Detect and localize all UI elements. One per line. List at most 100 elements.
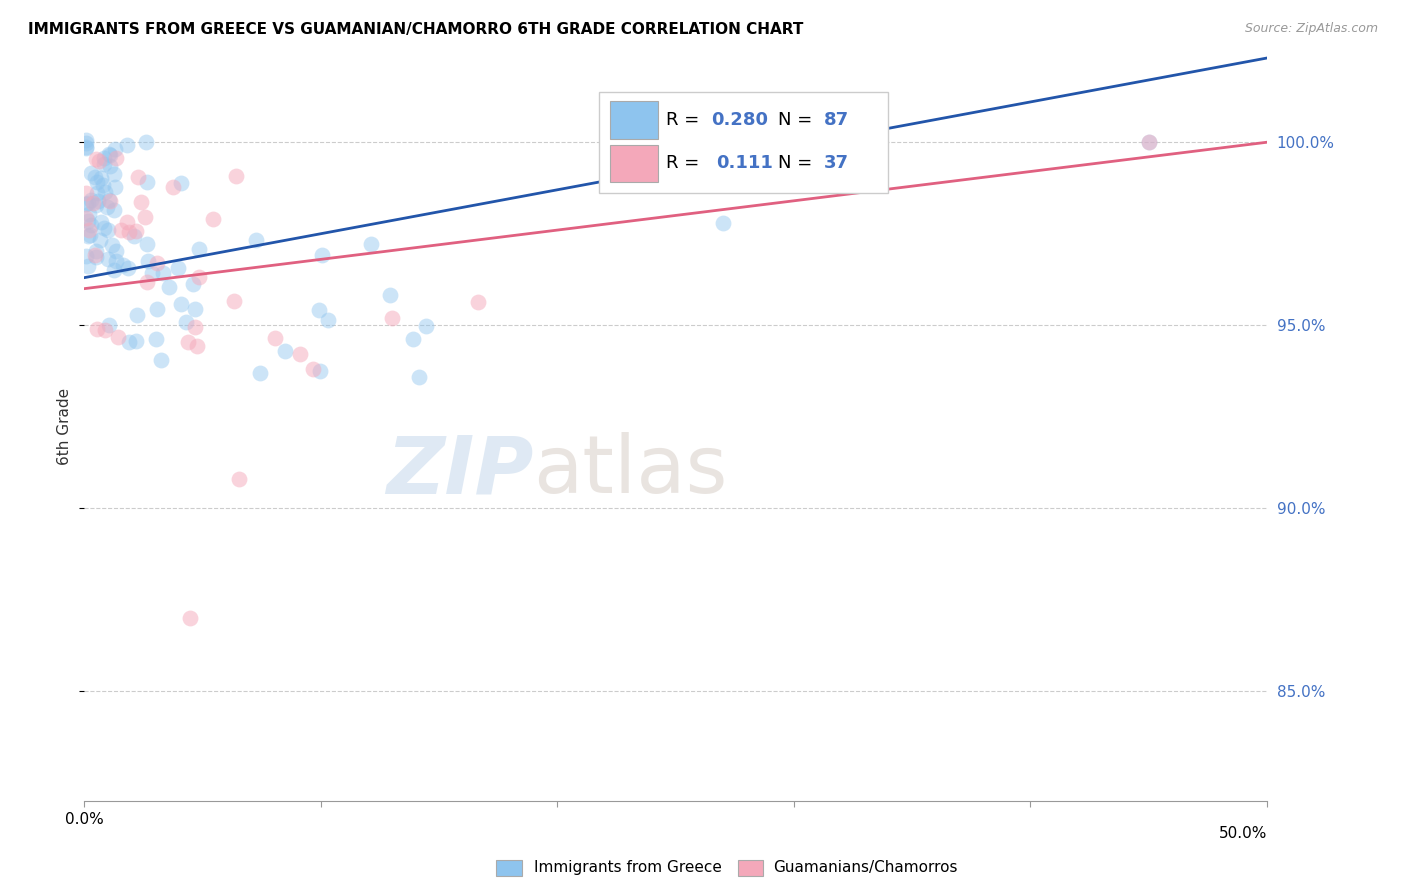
Point (222, 293, 245, 308)
Point (94, 185, 117, 199)
Point (136, 253, 159, 268)
Y-axis label: 6th Grade: 6th Grade (58, 387, 72, 465)
Point (360, 236, 382, 251)
Point (157, 280, 180, 294)
Point (104, 142, 127, 156)
Point (76, 260, 98, 274)
Text: 37: 37 (824, 154, 848, 172)
Point (183, 301, 205, 316)
Point (401, 332, 423, 346)
Point (101, 238, 124, 252)
Point (115, 215, 138, 229)
Point (127, 170, 149, 185)
Text: R =: R = (666, 154, 711, 172)
Point (274, 344, 297, 359)
Point (90, 170, 112, 185)
Point (201, 212, 224, 227)
Point (118, 225, 141, 239)
Text: 87: 87 (824, 112, 848, 129)
Text: N =: N = (779, 112, 818, 129)
Text: 0.111: 0.111 (716, 154, 773, 172)
Point (98, 318, 121, 332)
Point (75, 249, 97, 263)
Text: Guamanians/Chamorros: Guamanians/Chamorros (773, 860, 957, 874)
Point (89, 233, 111, 247)
Text: 50.0%: 50.0% (1219, 826, 1267, 841)
Text: atlas: atlas (533, 432, 728, 510)
Text: IMMIGRANTS FROM GREECE VS GUAMANIAN/CHAMORRO 6TH GRADE CORRELATION CHART: IMMIGRANTS FROM GREECE VS GUAMANIAN/CHAM… (28, 22, 803, 37)
Point (77, 207, 100, 221)
Point (75, 140, 97, 154)
Point (118, 334, 141, 349)
Point (75, 197, 97, 211)
Point (93, 178, 115, 193)
Point (170, 176, 193, 190)
Text: 0.280: 0.280 (711, 112, 768, 129)
Point (188, 269, 211, 284)
Point (75, 133, 97, 147)
Point (125, 308, 148, 322)
Point (86, 186, 108, 201)
Point (77, 223, 100, 237)
Point (97, 194, 120, 208)
Point (93, 221, 115, 235)
Point (83, 247, 105, 261)
Point (186, 338, 208, 352)
Point (98, 194, 121, 209)
Point (86, 322, 108, 336)
Point (104, 244, 127, 258)
Point (84, 169, 107, 184)
Point (225, 169, 247, 183)
Point (90, 215, 112, 229)
Point (84, 244, 107, 258)
Point (176, 335, 198, 350)
Point (301, 362, 323, 376)
Point (97, 223, 120, 237)
Text: Immigrants from Greece: Immigrants from Greece (534, 860, 723, 874)
Point (93, 152, 115, 166)
Point (122, 229, 145, 244)
Point (104, 180, 127, 194)
Point (1137, 135, 1160, 149)
Point (104, 152, 127, 166)
Point (117, 260, 139, 275)
Point (84, 250, 107, 264)
Point (378, 288, 401, 302)
Point (136, 236, 159, 251)
Point (1137, 135, 1160, 149)
Point (75, 136, 97, 150)
Point (80, 194, 103, 208)
Point (125, 334, 148, 348)
Point (87, 194, 110, 208)
Point (93, 157, 115, 171)
Point (135, 135, 157, 149)
Point (76, 213, 98, 227)
Point (77, 195, 100, 210)
Point (183, 320, 205, 334)
Point (75, 211, 97, 225)
Point (146, 302, 169, 317)
Point (467, 294, 489, 309)
Point (408, 370, 430, 384)
Point (107, 330, 129, 344)
Point (141, 266, 163, 280)
Point (75, 186, 97, 200)
Point (136, 276, 159, 290)
Point (103, 167, 125, 181)
Point (146, 256, 169, 270)
Point (711, 216, 734, 230)
Point (308, 364, 330, 378)
Point (166, 261, 188, 276)
Point (103, 203, 125, 218)
Point (228, 472, 250, 486)
Point (249, 366, 271, 380)
Point (86, 153, 108, 167)
Point (152, 266, 174, 280)
Point (308, 302, 330, 317)
Point (105, 253, 128, 268)
Text: ZIP: ZIP (387, 432, 533, 510)
Point (75, 141, 97, 155)
Point (94, 323, 117, 337)
Text: R =: R = (666, 112, 704, 129)
Point (103, 263, 125, 277)
